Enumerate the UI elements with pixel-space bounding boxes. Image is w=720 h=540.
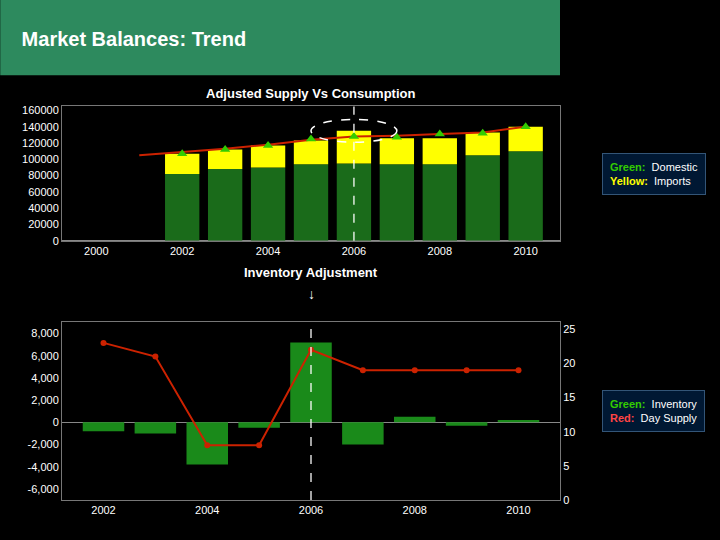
svg-text:100000: 100000 xyxy=(22,153,59,165)
svg-text:120000: 120000 xyxy=(22,137,59,149)
svg-text:6,000: 6,000 xyxy=(31,350,59,362)
svg-text:0: 0 xyxy=(53,235,59,247)
svg-text:40000: 40000 xyxy=(28,202,59,214)
svg-text:5: 5 xyxy=(563,460,569,472)
svg-text:80000: 80000 xyxy=(28,169,59,181)
svg-text:15: 15 xyxy=(563,391,575,403)
svg-text:20: 20 xyxy=(563,357,575,369)
svg-text:8,000: 8,000 xyxy=(31,327,59,339)
svg-text:60000: 60000 xyxy=(28,186,59,198)
svg-text:140000: 140000 xyxy=(22,121,59,133)
svg-text:0: 0 xyxy=(563,494,569,506)
svg-text:160000: 160000 xyxy=(22,104,59,116)
svg-text:2006: 2006 xyxy=(299,504,323,516)
svg-text:25: 25 xyxy=(563,323,575,335)
svg-text:2002: 2002 xyxy=(170,245,194,257)
svg-text:Green: DomesticYellow: Impor: Green: DomesticYellow: Imports xyxy=(610,161,698,187)
svg-text:2010: 2010 xyxy=(513,245,537,257)
svg-text:2004: 2004 xyxy=(256,245,280,257)
svg-text:-2,000: -2,000 xyxy=(28,438,59,450)
svg-text:2008: 2008 xyxy=(428,245,452,257)
svg-text:Green: InventoryRed: Day Sup: Green: InventoryRed: Day Supply xyxy=(610,398,697,424)
svg-text:0: 0 xyxy=(53,416,59,428)
svg-text:2000: 2000 xyxy=(84,245,108,257)
svg-text:Inventory Adjustment: Inventory Adjustment xyxy=(244,265,378,280)
svg-text:2008: 2008 xyxy=(403,504,427,516)
svg-text:4,000: 4,000 xyxy=(31,372,59,384)
svg-text:10: 10 xyxy=(563,426,575,438)
svg-text:↓: ↓ xyxy=(308,286,315,302)
svg-text:2006: 2006 xyxy=(342,245,366,257)
svg-text:-6,000: -6,000 xyxy=(28,483,59,495)
svg-text:2010: 2010 xyxy=(506,504,530,516)
svg-text:Adjusted Supply Vs Consumption: Adjusted Supply Vs Consumption xyxy=(206,86,416,101)
svg-text:2004: 2004 xyxy=(195,504,219,516)
svg-text:20000: 20000 xyxy=(28,218,59,230)
svg-text:-4,000: -4,000 xyxy=(28,461,59,473)
svg-text:Market Balances: Trend: Market Balances: Trend xyxy=(22,28,247,50)
svg-text:2,000: 2,000 xyxy=(31,394,59,406)
svg-text:2002: 2002 xyxy=(91,504,115,516)
